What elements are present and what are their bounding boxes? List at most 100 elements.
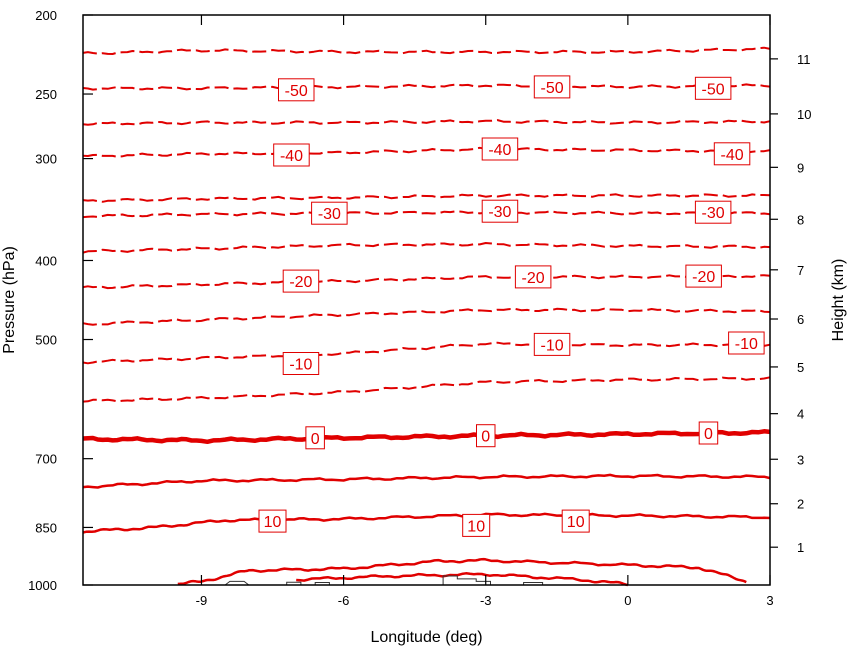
- contour-line: [82, 210, 771, 219]
- contour-label-text: 10: [567, 514, 585, 531]
- contour-label-text: -10: [541, 337, 564, 354]
- contour-label-box: [481, 137, 519, 161]
- contour-label-box: [273, 143, 310, 167]
- contour-line: [82, 512, 771, 534]
- y2-tick-label: 1: [797, 540, 804, 555]
- contour-label: -40: [273, 143, 310, 167]
- y2-tick-label: 10: [797, 107, 811, 122]
- contour-label: 0: [698, 421, 719, 445]
- x-tick-label: -9: [196, 593, 208, 608]
- contour-label: -20: [514, 265, 552, 289]
- contour-label: 0: [305, 426, 325, 450]
- x-tick-label: 3: [766, 593, 773, 608]
- contour-line: [82, 307, 771, 326]
- x-axis-title: Longitude (deg): [370, 629, 482, 646]
- contour-label: -40: [713, 142, 751, 166]
- contour-label-box: [311, 201, 348, 225]
- contour-label-text: 0: [704, 426, 713, 443]
- contour-label-text: -10: [289, 357, 312, 374]
- contour-line: [82, 146, 771, 158]
- y-tick-label: 200: [35, 8, 57, 23]
- contour-label-box: [698, 421, 719, 445]
- y2-tick-label: 9: [797, 160, 804, 175]
- contour-line: [82, 46, 771, 55]
- contour-label-text: -50: [285, 83, 308, 100]
- y2-tick-label: 4: [797, 407, 804, 422]
- x-axis: -9 -6 -3 0 3: [196, 15, 774, 608]
- contour-label-text: -20: [289, 274, 312, 291]
- contour-line: [82, 473, 771, 489]
- contour-label: -10: [282, 352, 320, 375]
- contour-label: -30: [311, 201, 348, 225]
- contour-label-text: -20: [522, 270, 545, 287]
- contour-label-text: -50: [541, 80, 564, 97]
- contour-label: -40: [481, 137, 519, 161]
- y2-axis-title: Height (km): [830, 259, 847, 342]
- contour-label-box: [533, 75, 571, 99]
- contour-label-box: [305, 426, 325, 450]
- y-axis-left: 200 250 300 400 500 700 850 1000: [28, 8, 93, 593]
- y-tick-label: 850: [35, 520, 57, 535]
- contour-label: 10: [561, 509, 590, 533]
- contour-label-box: [282, 269, 320, 293]
- contour-label-text: 0: [481, 429, 490, 446]
- contour-labels: -50 -50 -50 -40 -40 -40 -30 -30 -30 -20 -20 -20 -10 -…: [258, 75, 765, 537]
- contour-line: [82, 376, 771, 403]
- y2-tick-label: 6: [797, 312, 804, 327]
- y2-tick-label: 8: [797, 212, 804, 227]
- contour-label: -10: [533, 332, 571, 356]
- y-tick-label: 300: [35, 152, 57, 167]
- contour-label-text: 10: [264, 514, 282, 531]
- contour-lines: [82, 46, 771, 587]
- y2-tick-label: 3: [797, 452, 804, 467]
- x-tick-label: -6: [338, 593, 350, 608]
- contour-label-text: -20: [692, 269, 715, 286]
- contour-label-box: [514, 265, 552, 289]
- contour-label-box: [282, 352, 320, 375]
- contour-line: [82, 274, 771, 290]
- y-axis-title: Pressure (hPa): [1, 246, 18, 354]
- contour-line: [82, 193, 771, 203]
- y2-tick-label: 5: [797, 360, 804, 375]
- contour-label-box: [258, 509, 287, 533]
- contour-label: -10: [728, 331, 765, 355]
- contour-label-box: [694, 200, 732, 224]
- contour-label-box: [728, 331, 765, 355]
- contour-label-text: -10: [735, 336, 758, 353]
- contour-label-box: [685, 264, 722, 288]
- contour-label: -20: [282, 269, 320, 293]
- y-tick-label: 1000: [28, 578, 57, 593]
- contour-label-box: [481, 199, 519, 223]
- y-tick-label: 500: [35, 333, 57, 348]
- contour-label-text: -30: [702, 205, 725, 222]
- y2-tick-label: 11: [797, 52, 811, 67]
- contour-label-box: [462, 513, 491, 537]
- contour-line: [177, 557, 747, 586]
- contour-line: [82, 242, 771, 254]
- y-tick-label: 400: [35, 253, 57, 268]
- contour-label: 10: [462, 513, 491, 537]
- plot-frame: [82, 14, 771, 586]
- contour-label-box: [476, 424, 496, 448]
- contour-label-box: [561, 509, 590, 533]
- contour-label-text: -40: [280, 148, 303, 165]
- x-tick-label: -3: [480, 593, 492, 608]
- y-axis-right: 1 2 3 4 5 6 7 8 9 10 11: [770, 52, 811, 555]
- contour-line: [82, 429, 771, 445]
- contour-label-box: [694, 76, 732, 100]
- x-tick-label: 0: [624, 593, 631, 608]
- contour-label-text: -40: [721, 147, 744, 164]
- contour-label: 10: [258, 509, 287, 533]
- contour-line: [82, 83, 771, 91]
- contour-label-text: 0: [311, 431, 320, 448]
- contour-label: -30: [481, 199, 519, 223]
- contour-label-text: 10: [467, 518, 485, 535]
- contour-label: -50: [533, 75, 571, 99]
- contour-label-text: -30: [318, 206, 341, 223]
- y2-tick-label: 7: [797, 263, 804, 278]
- contour-label-box: [278, 78, 315, 102]
- contour-label-text: -50: [702, 81, 725, 98]
- contour-label: -30: [694, 200, 732, 224]
- contour-label: 0: [476, 424, 496, 448]
